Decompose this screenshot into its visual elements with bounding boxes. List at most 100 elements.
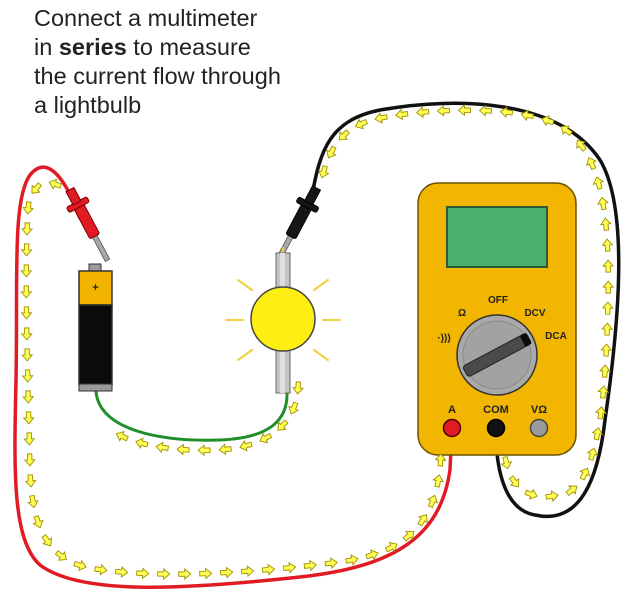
current-arrow-icon — [597, 196, 609, 211]
current-arrow-icon — [303, 559, 317, 572]
current-arrow-icon — [586, 157, 597, 171]
current-arrow-icon — [338, 129, 351, 141]
current-arrow-icon — [282, 561, 297, 574]
current-arrow-icon — [197, 444, 211, 457]
light-rays — [225, 247, 341, 361]
current-arrow-icon — [601, 238, 614, 252]
current-arrow-icon — [324, 557, 338, 570]
current-arrow-icon — [20, 243, 33, 257]
current-arrow-icon — [436, 104, 451, 117]
current-arrow-icon — [240, 565, 255, 578]
current-arrow-icon — [277, 419, 289, 431]
current-arrow-icon — [384, 541, 398, 553]
caption-suffix: to measure — [126, 34, 251, 60]
bulb-glass — [250, 286, 316, 352]
current-arrow-icon — [178, 568, 192, 580]
current-arrow-icon — [199, 567, 213, 580]
current-arrow-icon — [54, 550, 68, 561]
current-arrow-icon — [601, 301, 614, 315]
multimeter-screen — [446, 206, 548, 268]
current-arrow-icon — [31, 182, 43, 194]
current-arrow-icon — [602, 280, 615, 294]
battery: + — [78, 263, 113, 392]
current-arrow-icon — [579, 467, 591, 481]
current-arrow-icon — [22, 201, 35, 215]
current-arrow-icon — [426, 494, 439, 508]
selector-dial[interactable] — [456, 314, 538, 396]
current-arrow-icon — [601, 322, 614, 336]
current-arrow-icon — [524, 488, 538, 500]
current-arrow-icon — [354, 118, 368, 130]
current-arrow-icon — [365, 549, 379, 561]
current-arrow-icon — [20, 264, 33, 278]
current-arrow-icon — [591, 427, 604, 441]
current-arrow-icon — [545, 490, 559, 503]
current-arrow-icon — [94, 563, 108, 576]
current-arrow-icon — [115, 430, 129, 442]
current-arrow-icon — [21, 348, 34, 362]
red-wire — [13, 165, 454, 589]
current-arrow-icon — [157, 568, 171, 580]
dial-label-dcv: DCV — [524, 308, 545, 319]
current-arrow-icon — [24, 474, 37, 488]
current-arrow-icon — [499, 106, 514, 119]
current-arrow-icon — [541, 115, 555, 127]
caption: Connect a multimeter in series to measur… — [34, 4, 454, 120]
dial-label-ohm: Ω — [458, 308, 466, 319]
current-arrow-icon — [500, 456, 513, 470]
current-arrow-icon — [288, 401, 300, 415]
current-arrow-icon — [374, 112, 388, 124]
current-arrow-icon — [592, 176, 605, 190]
battery-plus-sign: + — [92, 282, 98, 294]
current-arrow-icon — [478, 104, 493, 117]
current-arrow-icon — [576, 139, 587, 152]
current-arrow-icon — [317, 165, 330, 179]
current-arrow-icon — [597, 385, 610, 399]
current-arrow-icon — [520, 109, 535, 122]
current-flow-arrows — [20, 104, 615, 580]
current-arrow-icon — [23, 432, 36, 446]
battery-base — [78, 383, 113, 392]
current-arrow-icon — [21, 369, 34, 383]
current-arrow-icon — [220, 566, 234, 579]
green-wire — [94, 390, 289, 442]
current-arrow-icon — [261, 563, 276, 576]
current-arrow-icon — [600, 343, 613, 357]
current-arrow-icon — [259, 432, 273, 444]
current-arrow-icon — [155, 441, 169, 454]
current-arrow-icon — [560, 125, 573, 137]
current-arrow-icon — [565, 485, 578, 496]
current-arrow-icon — [73, 559, 87, 572]
amps-jack[interactable] — [442, 418, 462, 438]
volt-ohm-jack[interactable] — [529, 418, 549, 438]
current-arrow-icon — [115, 566, 129, 578]
dial-label-continuity: ·))) — [437, 333, 450, 344]
battery-body — [78, 304, 113, 386]
jack-label-com: COM — [483, 404, 509, 416]
current-arrow-icon — [508, 475, 520, 488]
current-arrow-icon — [32, 515, 44, 529]
current-arrow-icon — [292, 381, 304, 395]
current-arrow-icon — [22, 390, 35, 404]
caption-prefix: in — [34, 34, 59, 60]
current-arrow-icon — [586, 447, 599, 461]
current-arrow-icon — [402, 530, 415, 542]
current-arrow-icon — [417, 514, 428, 527]
com-jack[interactable] — [486, 418, 506, 438]
current-arrow-icon — [22, 411, 35, 425]
current-arrow-icon — [48, 178, 62, 190]
jack-label-amps: A — [448, 404, 456, 416]
dial-label-off: OFF — [488, 295, 508, 306]
current-arrow-icon — [20, 327, 33, 341]
current-arrow-icon — [599, 364, 611, 378]
current-arrow-icon — [395, 108, 409, 121]
current-arrow-icon — [602, 259, 615, 273]
caption-line-2: in series to measure — [34, 33, 454, 62]
current-arrow-icon — [239, 439, 253, 452]
current-arrow-icon — [23, 453, 36, 467]
current-arrow-icon — [457, 104, 471, 117]
current-arrow-icon — [326, 145, 337, 159]
multimeter: OFF Ω ·))) DCV DCA A COM VΩ — [417, 182, 577, 456]
caption-line-1: Connect a multimeter — [34, 5, 258, 31]
